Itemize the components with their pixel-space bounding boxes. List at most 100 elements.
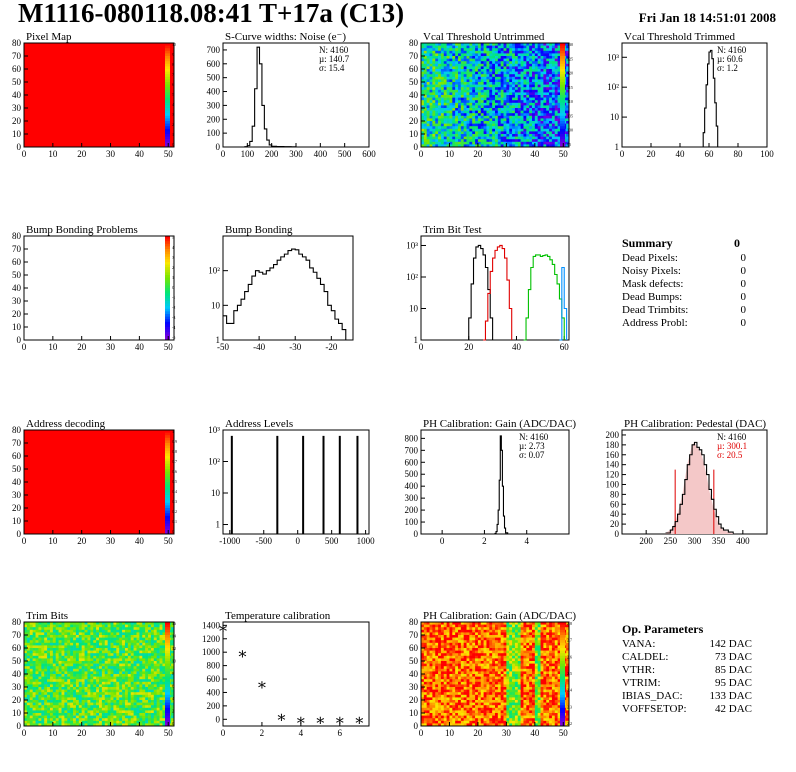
x-tick-label: 10 — [48, 536, 58, 546]
x-tick-label: 10 — [48, 728, 58, 738]
x-tick-label: 0 — [419, 342, 424, 352]
stats-line: N: 4160 — [319, 45, 349, 55]
chart-scurve-noise: S-Curve widths: Noise (e⁻) 0 100 200 300 400 5… — [207, 31, 377, 159]
y-tick-label: 50 — [12, 270, 22, 280]
y-tick-label: 50 — [12, 77, 22, 87]
summary-row: Address Probl: 0 — [622, 317, 746, 330]
y-tick-label: 70 — [12, 51, 22, 61]
y-tick-label: 20 — [12, 116, 22, 126]
y-tick-label: 10 — [12, 322, 22, 332]
y-tick-label: 600 — [207, 59, 221, 69]
scatter-point: ∗ — [237, 646, 248, 663]
y-tick-label: 200 — [606, 430, 620, 440]
series-line — [223, 248, 347, 340]
y-tick-label: 70 — [12, 244, 22, 254]
chart-title: Temperature calibration — [225, 610, 331, 622]
op-param-row: CALDEL: 73 DAC — [622, 651, 752, 664]
y-tick-label: 100 — [207, 128, 221, 138]
x-tick-label: 30 — [106, 342, 116, 352]
x-tick-label: -20 — [325, 342, 337, 352]
y-tick-label: 0 — [414, 142, 419, 152]
y-tick-label: 400 — [207, 87, 221, 97]
series-line — [559, 266, 568, 341]
x-tick-label: 30 — [502, 728, 512, 738]
summary-label: Address Probl: — [622, 317, 688, 329]
x-tick-label: 20 — [473, 728, 483, 738]
chart-trim-bit-test: Trim Bit Test 0 20 40 60 1 10 10² 10³ — [406, 224, 570, 352]
color-scale-tick: 6 — [172, 684, 174, 689]
x-tick-label: 40 — [512, 342, 522, 352]
y-tick-label: 70 — [409, 630, 419, 640]
x-tick-label: 20 — [473, 149, 483, 159]
y-tick-label: 20 — [12, 503, 22, 513]
op-param-label: VANA: — [622, 638, 656, 650]
op-param-label: CALDEL: — [622, 651, 669, 663]
x-tick-label: 30 — [502, 149, 512, 159]
y-tick-label: 70 — [409, 51, 419, 61]
chart-title: Pixel Map — [26, 31, 72, 43]
summary-row: Noisy Pixels: 0 — [622, 265, 746, 278]
x-tick-label: 0 — [22, 728, 27, 738]
summary-panel: Summary 0 Dead Pixels: 0 Noisy Pixels: 0 M… — [622, 236, 746, 330]
x-tick-label: 6 — [338, 728, 343, 738]
stats-line: µ: 140.7 — [319, 54, 350, 64]
x-tick-label: 10 — [445, 728, 455, 738]
op-param-label: VTHR: — [622, 664, 655, 676]
y-tick-label: 10³ — [208, 425, 220, 435]
stats-line: µ: 300.1 — [717, 441, 747, 451]
y-tick-label: 10 — [409, 708, 419, 718]
y-tick-label: 10 — [409, 303, 419, 313]
x-tick-label: 60 — [705, 149, 715, 159]
x-tick-label: 600 — [362, 149, 376, 159]
x-tick-label: 50 — [164, 536, 174, 546]
x-tick-label: 10 — [445, 149, 455, 159]
y-tick-label: 140 — [606, 460, 620, 470]
summary-value: 0 — [740, 304, 747, 316]
series-line — [665, 441, 734, 534]
scatter-point: ∗ — [276, 709, 287, 726]
y-tick-label: 40 — [409, 90, 419, 100]
y-tick-label: 10³ — [607, 52, 619, 62]
y-tick-label: 200 — [405, 505, 419, 515]
plot-frame — [420, 235, 570, 341]
x-tick-label: 0 — [22, 342, 27, 352]
y-tick-label: 20 — [409, 116, 419, 126]
y-tick-label: 40 — [409, 669, 419, 679]
y-tick-label: 1 — [414, 335, 419, 345]
x-tick-label: 0 — [620, 149, 625, 159]
y-tick-label: 30 — [409, 682, 419, 692]
chart-ph-pedestal: PH Calibration: Pedestal (DAC) 200 250 300 3… — [606, 418, 768, 546]
chart-address-decoding: Address decoding10.90.80.70.60.50.40.30.… — [12, 418, 177, 546]
x-tick-label: 30 — [106, 728, 116, 738]
y-tick-label: 30 — [409, 103, 419, 113]
x-tick-label: 1000 — [357, 536, 376, 546]
chart-title: Trim Bit Test — [423, 224, 482, 236]
series-line — [701, 49, 719, 148]
y-tick-label: 0 — [17, 721, 22, 731]
y-tick-label: 40 — [610, 509, 620, 519]
summary-row: Dead Trimbits: 0 — [622, 304, 746, 317]
y-tick-label: 10 — [409, 129, 419, 139]
stats-line: N: 4160 — [717, 432, 747, 442]
series-line — [466, 244, 494, 341]
y-tick-label: 1 — [216, 335, 221, 345]
plot-frame — [222, 429, 370, 535]
summary-total: 0 — [734, 236, 740, 250]
color-scale-tick: 5 — [172, 235, 174, 240]
y-tick-label: 60 — [409, 643, 419, 653]
y-tick-label: 0 — [414, 529, 419, 539]
y-tick-label: 10 — [211, 488, 221, 498]
x-tick-label: 40 — [135, 342, 145, 352]
plot-frame — [222, 235, 354, 341]
y-tick-label: 80 — [12, 617, 22, 627]
chart-ph-gain-map: PH Calibration: Gain (ADC/DAC)2.82.72.62… — [409, 610, 576, 738]
summary-value: 0 — [740, 252, 747, 264]
y-tick-label: 0 — [216, 714, 221, 724]
y-tick-label: 60 — [12, 451, 22, 461]
y-tick-label: 60 — [12, 643, 22, 653]
x-tick-label: 4 — [524, 536, 529, 546]
y-tick-label: 40 — [12, 477, 22, 487]
op-param-value: 73 DAC — [715, 651, 752, 663]
y-tick-label: 50 — [12, 656, 22, 666]
